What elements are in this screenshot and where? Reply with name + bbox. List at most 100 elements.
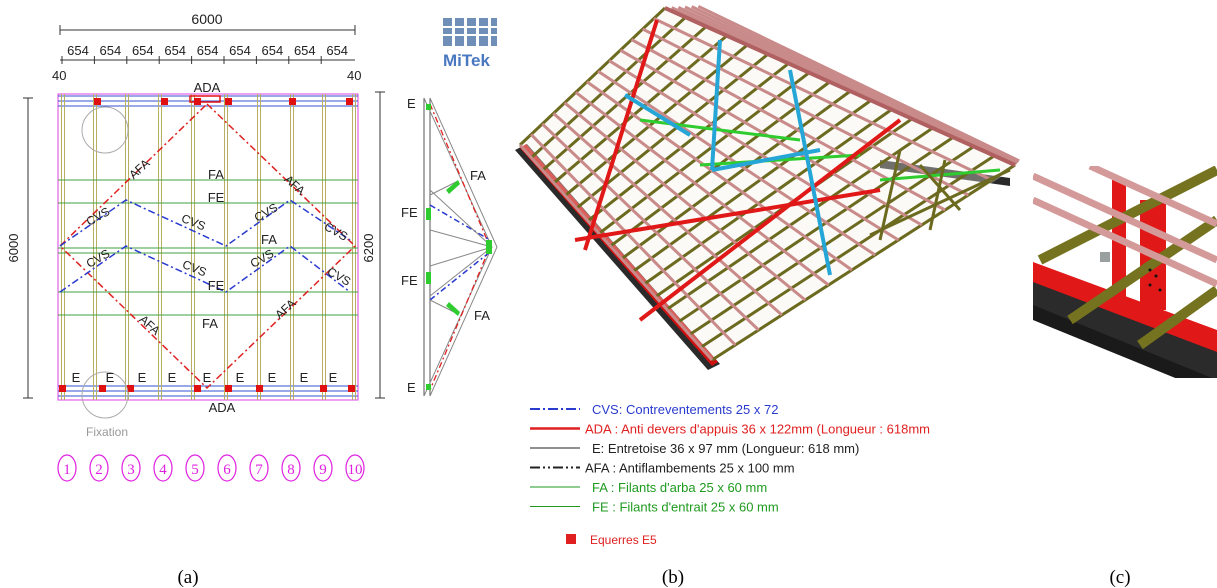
label-e: E bbox=[300, 370, 309, 385]
svg-text:4: 4 bbox=[159, 462, 167, 478]
svg-text:Equerres E5: Equerres E5 bbox=[590, 533, 657, 547]
label-ada-bottom: ADA bbox=[209, 400, 236, 415]
truss-number: 5 bbox=[185, 454, 205, 482]
svg-text:1: 1 bbox=[63, 462, 71, 478]
equerre-markers bbox=[59, 95, 355, 392]
label-ada-top: ADA bbox=[194, 80, 221, 95]
dim-total-width: 6000 bbox=[191, 11, 222, 27]
spacing-label: 654 bbox=[164, 43, 186, 58]
label-fe-1: FE bbox=[208, 190, 225, 205]
label-afa-2: AFA bbox=[282, 172, 308, 198]
spacing-label: 654 bbox=[229, 43, 251, 58]
panel-c-detail bbox=[1033, 166, 1217, 378]
equerre-marker bbox=[225, 385, 232, 392]
spacing-labels: 654 654 654 654 654 654 654 654 654 bbox=[61, 43, 348, 64]
dim-height-right: 6200 bbox=[361, 234, 376, 263]
legend-item: CVS: Contreventements 25 x 72 bbox=[530, 402, 778, 417]
ada-band-bottom bbox=[58, 385, 358, 397]
cvs-zigzag-bottom bbox=[59, 245, 351, 293]
legend-item: FA : Filants d'arba 25 x 60 mm bbox=[530, 480, 767, 495]
legend-item: AFA : Antiflambements 25 x 100 mm bbox=[530, 461, 795, 476]
equerre-marker bbox=[346, 98, 353, 105]
caption-c: (c) bbox=[1109, 567, 1130, 588]
label-e: E bbox=[138, 370, 147, 385]
svg-text:7: 7 bbox=[255, 462, 263, 478]
caption-b: (b) bbox=[662, 567, 684, 588]
mitek-logo: MiTek bbox=[443, 18, 497, 70]
label-cvs-8: CVS bbox=[325, 264, 353, 288]
panel-a-plan-view: 6000 654 654 654 654 654 654 654 654 654 40 40 6… bbox=[6, 11, 385, 482]
filant-lines bbox=[58, 179, 358, 316]
legend-item: FE : Filants d'entrait 25 x 60 mm bbox=[530, 500, 779, 515]
fixation-circle-bottom bbox=[81, 371, 129, 419]
fixation-circle-top bbox=[81, 106, 129, 154]
spacing-label: 654 bbox=[100, 43, 122, 58]
equerre-marker bbox=[59, 385, 66, 392]
panel-b-3d-roof bbox=[515, 4, 1020, 370]
equerre-marker bbox=[225, 98, 232, 105]
truss-number: 7 bbox=[249, 454, 269, 482]
svg-text:FE : Filants d'entrait 25 x 60: FE : Filants d'entrait 25 x 60 mm bbox=[592, 500, 779, 515]
mitek-logo-text: MiTek bbox=[443, 51, 490, 70]
equerre-marker bbox=[320, 385, 327, 392]
side-label-fa-2: FA bbox=[474, 308, 490, 323]
svg-text:8: 8 bbox=[287, 462, 295, 478]
svg-text:ADA : Anti devers d'appuis 36: ADA : Anti devers d'appuis 36 x 122mm (L… bbox=[585, 422, 930, 437]
truss-number: 1 bbox=[57, 454, 77, 482]
truss-number: 6 bbox=[217, 454, 237, 482]
truss-number: 8 bbox=[281, 454, 301, 482]
side-label-fe-1: FE bbox=[401, 205, 418, 220]
truss-number: 9 bbox=[313, 454, 333, 482]
afa-diamond bbox=[58, 102, 357, 390]
spacing-label: 654 bbox=[326, 43, 348, 58]
equerre-marker bbox=[94, 98, 101, 105]
label-cvs-4: CVS bbox=[322, 219, 350, 243]
equerre-marker bbox=[348, 385, 355, 392]
label-cvs-1: CVS bbox=[84, 204, 112, 228]
spacing-label: 654 bbox=[67, 43, 89, 58]
spacing-label: 654 bbox=[262, 43, 284, 58]
label-cvs-3: CVS bbox=[252, 200, 280, 224]
svg-text:5: 5 bbox=[191, 462, 199, 478]
label-cvs-2: CVS bbox=[179, 211, 207, 233]
truss-number: 10 bbox=[345, 454, 365, 482]
legend-item: E: Entretoise 36 x 97 mm (Longueur: 618 … bbox=[530, 441, 859, 456]
label-fa-2: FA bbox=[261, 232, 277, 247]
svg-text:FA : Filants d'arba 25 x 60 mm: FA : Filants d'arba 25 x 60 mm bbox=[592, 480, 767, 495]
caption-a: (a) bbox=[177, 567, 198, 588]
fixation-label: Fixation bbox=[86, 425, 128, 439]
label-fe-2: FE bbox=[208, 278, 225, 293]
dim-height-left: 6000 bbox=[6, 234, 21, 263]
truss-lines bbox=[61, 94, 356, 400]
side-truss-view: E FE FE E FA FA bbox=[401, 96, 498, 397]
equerre-marker bbox=[289, 98, 296, 105]
equerre-marker bbox=[99, 385, 106, 392]
side-label-fe-2: FE bbox=[401, 273, 418, 288]
svg-text:6: 6 bbox=[223, 462, 231, 478]
side-label-fa-1: FA bbox=[470, 168, 486, 183]
label-afa-4: AFA bbox=[272, 296, 298, 322]
label-e: E bbox=[106, 370, 115, 385]
label-cvs-5: CVS bbox=[84, 246, 112, 270]
legend: CVS: Contreventements 25 x 72 ADA : Anti … bbox=[530, 402, 930, 547]
svg-text:10: 10 bbox=[348, 462, 363, 478]
svg-text:CVS: Contreventements 25 x 72: CVS: Contreventements 25 x 72 bbox=[592, 402, 778, 417]
cvs-zigzag-top bbox=[59, 199, 351, 247]
dim-end-left: 40 bbox=[52, 68, 66, 83]
side-label-e-bottom: E bbox=[407, 380, 416, 395]
svg-text:E: Entretoise 36 x 97 mm (Long: E: Entretoise 36 x 97 mm (Longueur: 618 … bbox=[592, 441, 859, 456]
spacing-label: 654 bbox=[294, 43, 316, 58]
svg-text:3: 3 bbox=[127, 462, 135, 478]
svg-text:2: 2 bbox=[95, 462, 103, 478]
truss-number: 4 bbox=[153, 454, 173, 482]
legend-item: Equerres E5 bbox=[566, 533, 657, 547]
ada-top-marker bbox=[189, 95, 221, 103]
svg-text:9: 9 bbox=[319, 462, 327, 478]
legend-item: ADA : Anti devers d'appuis 36 x 122mm (L… bbox=[530, 422, 930, 437]
label-e: E bbox=[168, 370, 177, 385]
label-e: E bbox=[329, 370, 338, 385]
equerre-marker bbox=[127, 385, 134, 392]
spacing-label: 654 bbox=[132, 43, 154, 58]
